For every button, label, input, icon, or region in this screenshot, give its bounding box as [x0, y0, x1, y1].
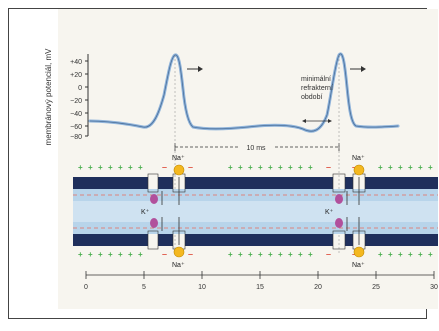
axon-core [73, 201, 438, 222]
positive-charge: + [378, 163, 383, 172]
na-ion [354, 247, 364, 257]
positive-charge: + [248, 250, 253, 259]
positive-charge: + [298, 250, 303, 259]
positive-charge: + [88, 250, 93, 259]
paper-background [58, 9, 438, 309]
positive-charge: + [408, 163, 413, 172]
axis-tick-label: 15 [256, 284, 264, 291]
positive-charge: + [388, 250, 393, 259]
annotation-line: období [301, 94, 322, 101]
na-ion-label-bottom-right: Na⁺ [352, 262, 365, 269]
positive-charge: + [108, 163, 113, 172]
positive-charge: + [418, 163, 423, 172]
positive-charge: + [398, 163, 403, 172]
positive-charge: + [268, 250, 273, 259]
negative-charge: – [326, 162, 331, 172]
k-ion [335, 218, 343, 228]
axis-tick-label: 0 [84, 284, 88, 291]
y-tick-label: 0 [78, 85, 82, 92]
positive-charge: + [258, 250, 263, 259]
negative-charge: – [162, 162, 167, 172]
positive-charge: + [138, 163, 143, 172]
y-tick-label: −40 [70, 111, 82, 118]
na-ion [174, 165, 184, 175]
figure-svg: membránový potenciál, mV +40 +20 0 −20 −… [38, 9, 439, 309]
k-ion [335, 194, 343, 204]
positive-charge: + [308, 163, 313, 172]
membrane-segment-top [345, 177, 353, 189]
negative-charge: – [188, 162, 193, 172]
negative-charge: – [188, 249, 193, 259]
membrane-segment-top [158, 177, 173, 189]
na-ion-label-top-left: Na⁺ [172, 155, 185, 162]
positive-charge: + [288, 250, 293, 259]
axis-tick-label: 25 [372, 284, 380, 291]
annotation-line: refrakterní [301, 85, 333, 92]
action-potential-figure: membránový potenciál, mV +40 +20 0 −20 −… [38, 9, 439, 309]
positive-charge: + [278, 163, 283, 172]
positive-charge: + [78, 163, 83, 172]
na-ion-label-bottom-left: Na⁺ [172, 262, 185, 269]
positive-charge: + [408, 250, 413, 259]
positive-charge: + [128, 163, 133, 172]
positive-charge: + [388, 163, 393, 172]
axis-tick-label: 20 [314, 284, 322, 291]
positive-charge: + [258, 163, 263, 172]
positive-charge: + [248, 163, 253, 172]
positive-charge: + [98, 250, 103, 259]
positive-charge: + [288, 163, 293, 172]
positive-charge: + [128, 250, 133, 259]
positive-charge: + [228, 163, 233, 172]
positive-charge: + [98, 163, 103, 172]
y-tick-label: −80 [70, 134, 82, 141]
k-ion-label-right: K⁺ [325, 209, 334, 216]
positive-charge: + [118, 250, 123, 259]
y-tick-label: +20 [70, 72, 82, 79]
positive-charge: + [298, 163, 303, 172]
y-tick-label: −20 [70, 98, 82, 105]
k-ion [150, 218, 158, 228]
positive-charge: + [308, 250, 313, 259]
positive-charge: + [378, 250, 383, 259]
positive-charge: + [238, 250, 243, 259]
y-tick-label: −60 [70, 124, 82, 131]
membrane-segment-top [185, 177, 333, 189]
membrane-segment-top [365, 177, 438, 189]
membrane-segment-top [73, 177, 148, 189]
positive-charge: + [108, 250, 113, 259]
membrane-segment-bottom [365, 234, 438, 246]
axis-tick-label: 10 [198, 284, 206, 291]
na-ion [174, 247, 184, 257]
positive-charge: + [88, 163, 93, 172]
k-ion [150, 194, 158, 204]
positive-charge: + [118, 163, 123, 172]
axis-tick-label: 30 [430, 284, 438, 291]
negative-charge: – [326, 249, 331, 259]
figure-frame: membránový potenciál, mV +40 +20 0 −20 −… [8, 8, 427, 319]
membrane-segment-bottom [158, 234, 173, 246]
positive-charge: + [138, 250, 143, 259]
y-tick-label: +40 [70, 59, 82, 66]
positive-charge: + [428, 250, 433, 259]
positive-charge: + [78, 250, 83, 259]
span-label: 10 ms [246, 145, 266, 152]
y-axis-label: membránový potenciál, mV [44, 48, 53, 146]
k-ion-label-left: K⁺ [141, 209, 150, 216]
positive-charge: + [238, 163, 243, 172]
membrane-segment-bottom [73, 234, 148, 246]
negative-charge: – [162, 249, 167, 259]
annotation-line: minimální [301, 76, 331, 83]
membrane-segment-bottom [185, 234, 333, 246]
axis-tick-label: 5 [142, 284, 146, 291]
positive-charge: + [418, 250, 423, 259]
na-ion [354, 165, 364, 175]
na-ion-label-top-right: Na⁺ [352, 155, 365, 162]
positive-charge: + [228, 250, 233, 259]
membrane-segment-bottom [345, 234, 353, 246]
positive-charge: + [428, 163, 433, 172]
positive-charge: + [398, 250, 403, 259]
positive-charge: + [278, 250, 283, 259]
positive-charge: + [268, 163, 273, 172]
